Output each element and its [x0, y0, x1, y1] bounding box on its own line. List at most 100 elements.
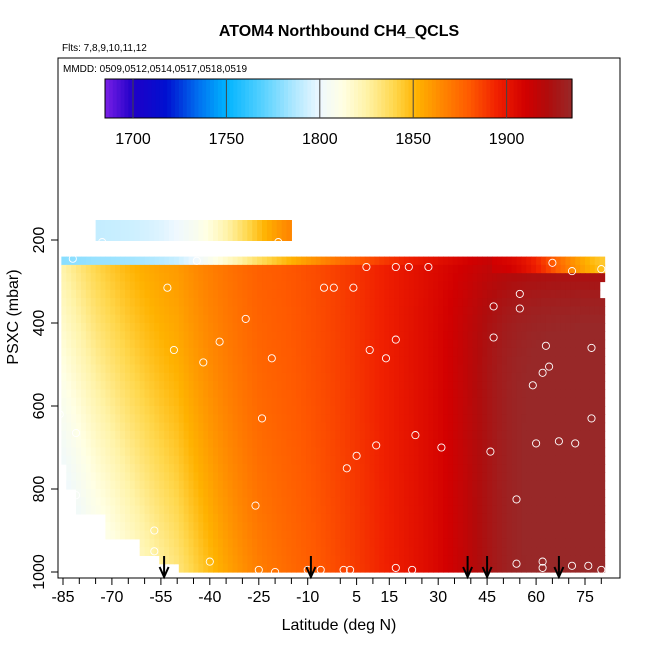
heatmap-cell	[501, 289, 508, 299]
heatmap-cell	[178, 406, 185, 415]
heatmap-cell	[198, 555, 204, 565]
heatmap-cell	[585, 372, 591, 382]
heatmap-cell	[477, 306, 483, 316]
sample-point	[215, 337, 224, 346]
heatmap-cell	[492, 339, 498, 349]
heatmap-cell	[90, 281, 97, 291]
heatmap-cell	[580, 323, 586, 332]
heatmap-cell	[237, 414, 244, 424]
heatmap-cell	[452, 497, 459, 507]
heatmap-cell	[379, 264, 385, 274]
heatmap-cell	[511, 414, 518, 424]
heatmap-cell	[227, 389, 234, 399]
heatmap-cell	[511, 273, 518, 283]
heatmap-cell	[540, 389, 547, 399]
heatmap-cell	[555, 505, 562, 515]
heatmap-cell	[438, 522, 444, 532]
heatmap-cell	[477, 339, 483, 349]
heatmap-cell	[237, 372, 244, 382]
heatmap-cell	[164, 530, 170, 540]
heatmap-cell	[467, 547, 474, 556]
heatmap-cell	[472, 314, 478, 324]
heatmap-cell	[227, 563, 234, 573]
heatmap-cell	[188, 298, 195, 307]
heatmap-cell	[374, 381, 381, 390]
heatmap-cell	[222, 372, 229, 382]
heatmap-cell	[291, 464, 297, 473]
heatmap-cell	[418, 306, 425, 316]
heatmap-cell	[222, 381, 229, 390]
y-tick-label: 200	[31, 227, 48, 254]
heatmap-cell	[105, 289, 111, 299]
heatmap-cell	[286, 289, 292, 299]
heatmap-cell	[262, 364, 268, 374]
heatmap-cell	[428, 513, 434, 523]
heatmap-cell	[350, 422, 356, 432]
heatmap-cell	[144, 323, 151, 332]
heatmap-cell	[76, 505, 82, 515]
heatmap-cell	[203, 480, 209, 490]
heatmap-cell	[266, 422, 273, 432]
heatmap-cell	[364, 281, 371, 291]
heatmap-cell	[359, 406, 366, 415]
heatmap-cell	[188, 389, 195, 399]
heatmap-cell	[555, 489, 562, 498]
sample-point	[199, 358, 208, 367]
heatmap-cell	[492, 331, 498, 341]
heatmap-cell	[511, 439, 518, 449]
heatmap-cell	[408, 422, 415, 432]
heatmap-cell	[399, 289, 405, 299]
heatmap-cell	[545, 273, 552, 283]
heatmap-cell	[262, 264, 268, 274]
heatmap-cell	[482, 381, 488, 390]
heatmap-cell	[555, 439, 562, 449]
heatmap-cell	[457, 281, 464, 291]
colorbar-segment	[560, 79, 565, 118]
heatmap-cell	[565, 381, 571, 390]
heatmap-cell	[169, 331, 175, 341]
heatmap-cell	[399, 422, 405, 432]
heatmap-cell	[247, 347, 253, 357]
heatmap-cell	[374, 256, 381, 266]
heatmap-cell	[203, 547, 209, 556]
heatmap-cell	[115, 430, 121, 440]
heatmap-cell	[580, 289, 586, 299]
heatmap-cell	[526, 323, 532, 332]
heatmap-cell	[203, 430, 209, 440]
heatmap-cell	[198, 356, 204, 366]
heatmap-cell	[173, 289, 180, 299]
heatmap-cell	[589, 331, 596, 341]
heatmap-cell	[531, 555, 537, 565]
heatmap-cell	[599, 256, 606, 266]
heatmap-cell	[384, 430, 390, 440]
heatmap-cell	[301, 406, 307, 415]
heatmap-cell	[443, 289, 449, 299]
heatmap-cell	[124, 264, 131, 274]
heatmap-cell	[521, 447, 527, 457]
heatmap-cell	[183, 422, 190, 432]
heatmap-cell	[306, 347, 312, 357]
heatmap-cell	[536, 555, 542, 565]
heatmap-cell	[540, 264, 547, 274]
heatmap-cell	[217, 439, 224, 449]
heatmap-cell	[359, 414, 366, 424]
heatmap-cell	[242, 273, 248, 283]
heatmap-cell	[482, 264, 488, 274]
heatmap-cell	[213, 406, 219, 415]
heatmap-cell	[467, 513, 474, 523]
heatmap-cell	[66, 439, 72, 449]
heatmap-cell	[575, 422, 581, 432]
sample-point	[515, 304, 524, 313]
heatmap-cell	[144, 331, 151, 341]
heatmap-cell	[462, 397, 469, 407]
heatmap-cell	[232, 472, 239, 482]
heatmap-cell	[271, 381, 278, 390]
heatmap-cell	[560, 273, 567, 283]
heatmap-cell	[183, 281, 190, 291]
heatmap-cell	[526, 364, 532, 374]
heatmap-cell	[330, 455, 337, 465]
heatmap-cell	[120, 439, 126, 449]
heatmap-cell	[374, 397, 381, 407]
heatmap-cell	[237, 447, 244, 457]
heatmap-cell	[330, 422, 337, 432]
